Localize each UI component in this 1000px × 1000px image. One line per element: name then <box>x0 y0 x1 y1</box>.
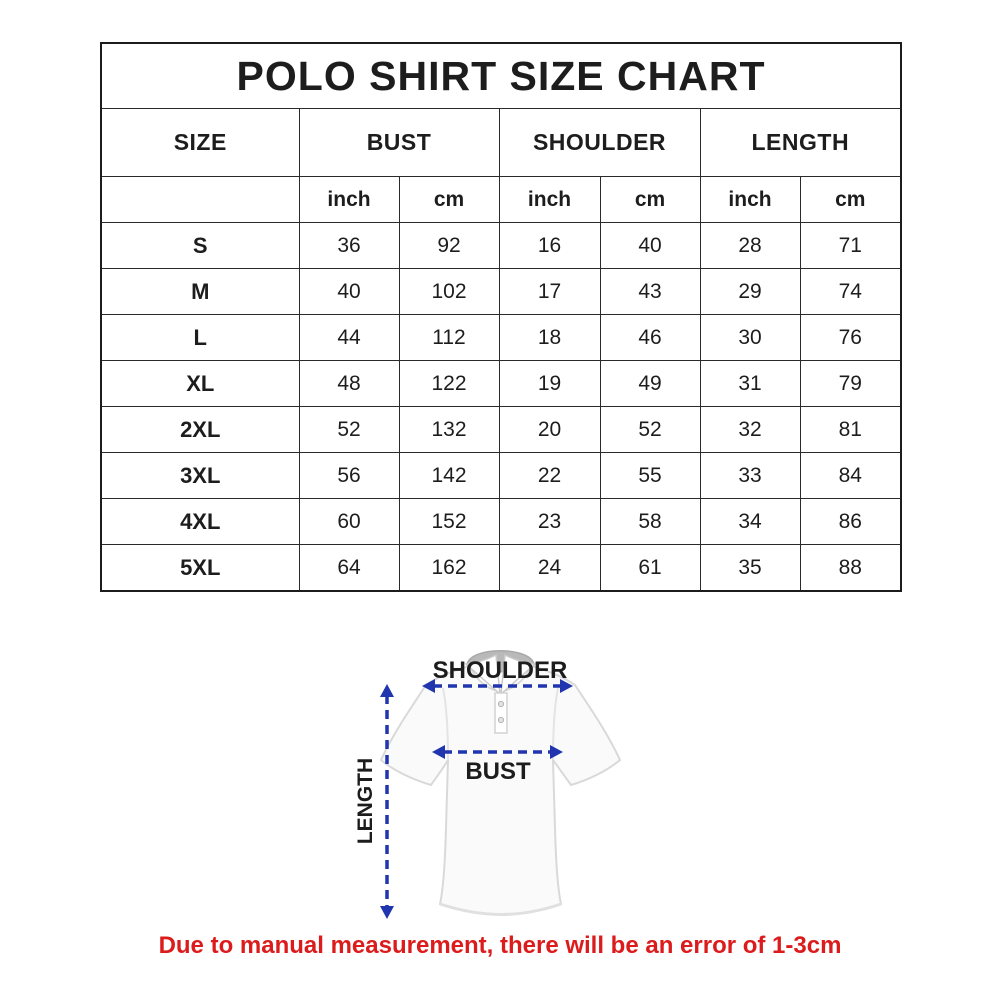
value-cell: 112 <box>398 314 500 361</box>
value-cell: 48 <box>298 360 400 407</box>
value-cell: 88 <box>799 544 902 592</box>
column-header-size: SIZE <box>100 108 300 177</box>
value-cell: 33 <box>699 452 801 499</box>
collar-left-flap <box>464 653 501 696</box>
value-cell: 74 <box>799 268 902 315</box>
column-header-bust: BUST <box>298 108 500 177</box>
table-row: S 36 92 16 40 28 71 <box>100 222 902 269</box>
value-cell: 23 <box>498 498 601 545</box>
value-cell: 55 <box>599 452 701 499</box>
value-cell: 46 <box>599 314 701 361</box>
value-cell: 44 <box>298 314 400 361</box>
size-cell: 5XL <box>100 544 300 592</box>
value-cell: 30 <box>699 314 801 361</box>
size-cell: S <box>100 222 300 269</box>
table-row: 4XL 60 152 23 58 34 86 <box>100 498 902 545</box>
value-cell: 31 <box>699 360 801 407</box>
button <box>497 700 505 708</box>
value-cell: 79 <box>799 360 902 407</box>
value-cell: 35 <box>699 544 801 592</box>
value-cell: 152 <box>398 498 500 545</box>
unit-header-shoulder-cm: cm <box>599 176 701 223</box>
value-cell: 132 <box>398 406 500 453</box>
value-cell: 81 <box>799 406 902 453</box>
unit-header-bust-inch: inch <box>298 176 400 223</box>
table-row: 5XL 64 162 24 61 35 88 <box>100 544 902 592</box>
value-cell: 24 <box>498 544 601 592</box>
size-cell: 2XL <box>100 406 300 453</box>
table-row: M 40 102 17 43 29 74 <box>100 268 902 315</box>
value-cell: 40 <box>298 268 400 315</box>
hem-shading <box>439 902 562 916</box>
value-cell: 43 <box>599 268 701 315</box>
value-cell: 162 <box>398 544 500 592</box>
page-title: POLO SHIRT SIZE CHART <box>100 42 902 109</box>
table-row: 3XL 56 142 22 55 33 84 <box>100 452 902 499</box>
value-cell: 20 <box>498 406 601 453</box>
value-cell: 61 <box>599 544 701 592</box>
value-cell: 52 <box>599 406 701 453</box>
value-cell: 76 <box>799 314 902 361</box>
value-cell: 36 <box>298 222 400 269</box>
value-cell: 58 <box>599 498 701 545</box>
value-cell: 29 <box>699 268 801 315</box>
length-label: LENGTH <box>354 758 377 844</box>
table-row: XL 48 122 19 49 31 79 <box>100 360 902 407</box>
size-cell: 4XL <box>100 498 300 545</box>
value-cell: 34 <box>699 498 801 545</box>
value-cell: 122 <box>398 360 500 407</box>
unit-header-length-inch: inch <box>699 176 801 223</box>
value-cell: 16 <box>498 222 601 269</box>
value-cell: 92 <box>398 222 500 269</box>
unit-header-blank <box>100 176 300 223</box>
length-measure-arrow <box>380 684 394 919</box>
bust-label: BUST <box>465 758 531 785</box>
value-cell: 49 <box>599 360 701 407</box>
value-cell: 32 <box>699 406 801 453</box>
size-cell: M <box>100 268 300 315</box>
value-cell: 60 <box>298 498 400 545</box>
value-cell: 86 <box>799 498 902 545</box>
size-cell: L <box>100 314 300 361</box>
size-cell: 3XL <box>100 452 300 499</box>
title-row: POLO SHIRT SIZE CHART <box>100 42 902 109</box>
shirt-body <box>379 664 622 916</box>
value-cell: 102 <box>398 268 500 315</box>
value-cell: 17 <box>498 268 601 315</box>
size-cell: XL <box>100 360 300 407</box>
bust-measure-arrow <box>432 745 563 759</box>
size-chart-table: POLO SHIRT SIZE CHART SIZE BUST SHOULDER… <box>100 42 903 592</box>
shoulder-measure-arrow <box>422 679 573 693</box>
button <box>497 716 505 724</box>
column-header-row: SIZE BUST SHOULDER LENGTH <box>100 108 902 177</box>
value-cell: 18 <box>498 314 601 361</box>
unit-header-shoulder-inch: inch <box>498 176 601 223</box>
column-header-shoulder: SHOULDER <box>498 108 701 177</box>
shoulder-label: SHOULDER <box>433 657 568 684</box>
value-cell: 28 <box>699 222 801 269</box>
value-cell: 22 <box>498 452 601 499</box>
measurement-error-note: Due to manual measurement, there will be… <box>158 932 842 959</box>
value-cell: 71 <box>799 222 902 269</box>
value-cell: 56 <box>298 452 400 499</box>
unit-header-bust-cm: cm <box>398 176 500 223</box>
size-chart: POLO SHIRT SIZE CHART SIZE BUST SHOULDER… <box>100 42 903 592</box>
value-cell: 84 <box>799 452 902 499</box>
table-row: L 44 112 18 46 30 76 <box>100 314 902 361</box>
column-header-length: LENGTH <box>699 108 902 177</box>
value-cell: 142 <box>398 452 500 499</box>
polo-shirt-illustration: SHOULDER BUST LENGTH <box>354 650 622 919</box>
unit-header-length-cm: cm <box>799 176 902 223</box>
value-cell: 52 <box>298 406 400 453</box>
value-cell: 64 <box>298 544 400 592</box>
value-cell: 19 <box>498 360 601 407</box>
placket <box>494 692 508 734</box>
value-cell: 40 <box>599 222 701 269</box>
unit-header-row: inch cm inch cm inch cm <box>100 176 902 223</box>
table-row: 2XL 52 132 20 52 32 81 <box>100 406 902 453</box>
shirt-measurement-diagram: SHOULDER BUST LENGTH <box>348 638 660 940</box>
